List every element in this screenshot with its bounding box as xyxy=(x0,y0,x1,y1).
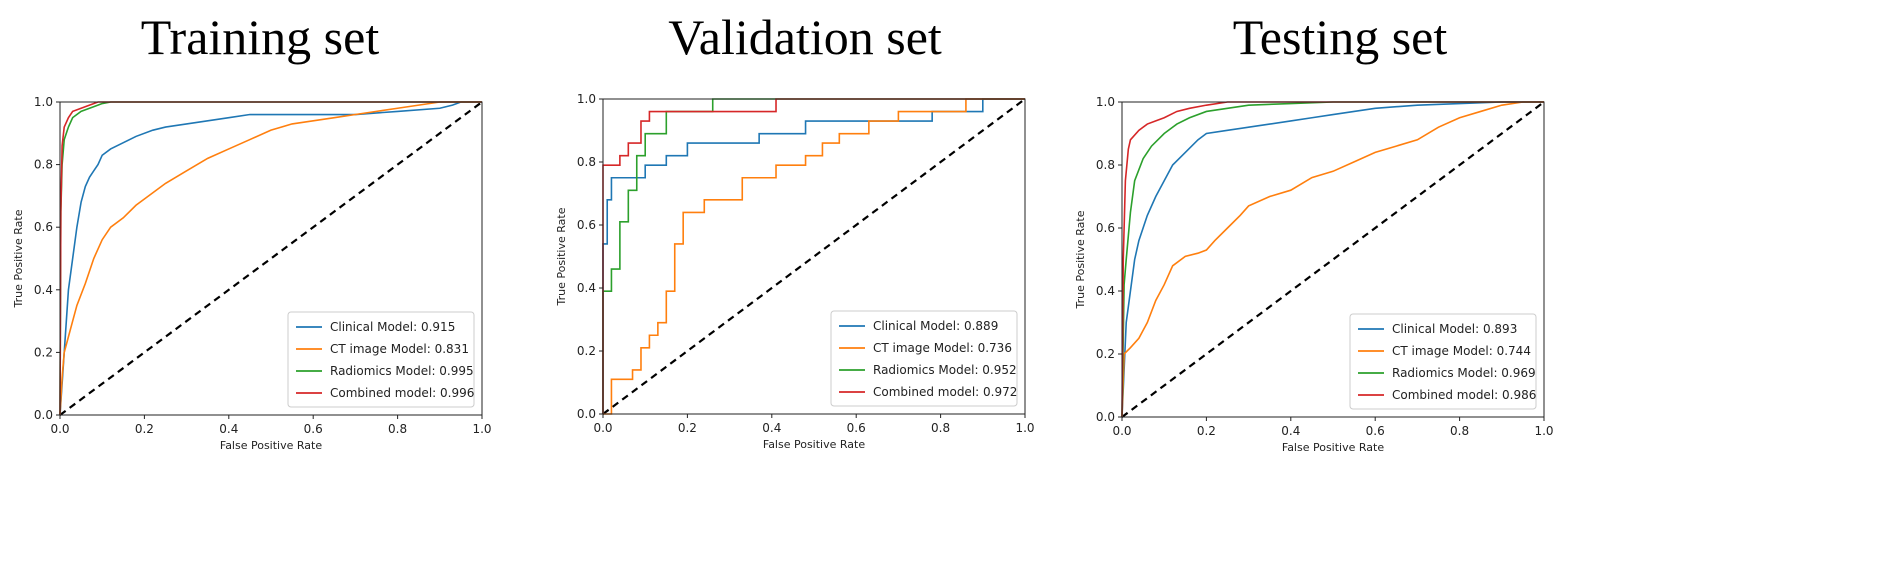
x-tick-label: 0.2 xyxy=(678,421,697,435)
y-axis-label: True Positive Rate xyxy=(12,209,25,308)
x-axis-label: False Positive Rate xyxy=(220,439,322,452)
training-set-title: Training set xyxy=(140,9,380,65)
y-axis-label: True Positive Rate xyxy=(555,207,568,306)
y-tick-label: 0.0 xyxy=(577,407,596,421)
plot-frame xyxy=(602,98,1026,415)
x-tick-label: 0.6 xyxy=(847,421,866,435)
legend-entry: Combined model: 0.996 xyxy=(330,386,474,400)
series-line-ct-image-model xyxy=(59,101,482,416)
y-tick-label: 0.8 xyxy=(1096,158,1115,172)
x-tick-label: 0.0 xyxy=(50,422,69,436)
y-tick-label: 0.6 xyxy=(577,218,596,232)
y-tick-label: 0.6 xyxy=(1096,221,1115,235)
legend-entry: Radiomics Model: 0.995 xyxy=(330,364,474,378)
series-line-clinical-model xyxy=(1121,101,1544,418)
y-axis-label: True Positive Rate xyxy=(1074,210,1087,309)
y-tick-label: 0.8 xyxy=(577,155,596,169)
legend-entry: Radiomics Model: 0.952 xyxy=(873,363,1017,377)
training-set-panel: Training set 0.0 0.0 0.2 0.2 0.4 0.4 0.6 0.6 0.8… xyxy=(0,0,520,566)
y-tick-label: 0.2 xyxy=(1096,347,1115,361)
training-set-roc-chart: 0.00.0 0.2 0.2 0.4 0.4 0.6 0.6 0.8 0.8 1.0 1.0 Fals… xyxy=(12,95,492,452)
chance-diagonal-line xyxy=(1121,101,1545,418)
x-tick-label: 0.4 xyxy=(762,421,781,435)
chance-diagonal-line xyxy=(602,98,1026,415)
legend-entry: CT image Model: 0.831 xyxy=(330,342,469,356)
x-tick-label: 1.0 xyxy=(1534,424,1553,438)
validation-set-roc-chart: 0.00.0 0.2 0.2 0.4 0.4 0.6 0.6 0.8 0.8 1.0 1.0 Fals… xyxy=(555,92,1035,451)
legend-entry: Clinical Model: 0.889 xyxy=(873,319,998,333)
x-axis-label: False Positive Rate xyxy=(1282,441,1384,454)
y-tick-label: 1.0 xyxy=(577,92,596,106)
y-tick-label: 0.2 xyxy=(577,344,596,358)
x-tick-label: 0.8 xyxy=(931,421,950,435)
legend-box xyxy=(287,311,475,408)
series-line-combined-model xyxy=(1121,101,1544,418)
x-tick-label: 0.4 xyxy=(219,422,238,436)
legend-entry: Clinical Model: 0.893 xyxy=(1392,322,1517,336)
legend-entry: Radiomics Model: 0.969 xyxy=(1392,366,1536,380)
legend-box xyxy=(1349,313,1537,410)
chance-diagonal-line xyxy=(59,101,483,416)
x-tick-label: 0.8 xyxy=(1450,424,1469,438)
series-line-ct-image-model xyxy=(603,98,1025,415)
y-tick-label: 1.0 xyxy=(1096,95,1115,109)
legend-entry: CT image Model: 0.744 xyxy=(1392,344,1531,358)
legend: Clinical Model: 0.893 CT image Model: 0.7… xyxy=(1349,313,1537,410)
x-tick-label: 0.6 xyxy=(304,422,323,436)
validation-set-title: Validation set xyxy=(668,9,942,65)
x-tick-label: 0.0 xyxy=(1112,424,1131,438)
y-tick-label: 0.4 xyxy=(577,281,596,295)
y-tick-label: 0.8 xyxy=(34,158,53,172)
x-tick-label: 0.2 xyxy=(135,422,154,436)
y-tick-label: 1.0 xyxy=(34,95,53,109)
legend-entry: Combined model: 0.972 xyxy=(873,385,1017,399)
testing-set-roc-chart: 0.00.0 0.2 0.2 0.4 0.4 0.6 0.6 0.8 0.8 1.0 1.0 Fals… xyxy=(1074,95,1554,454)
series-line-radiomics-model xyxy=(1121,101,1544,418)
x-tick-label: 0.0 xyxy=(593,421,612,435)
legend-box xyxy=(830,310,1018,407)
y-tick-label: 0.0 xyxy=(34,408,53,422)
testing-set-title: Testing set xyxy=(1232,9,1448,65)
y-tick-label: 0.0 xyxy=(1096,410,1115,424)
series-line-ct-image-model xyxy=(1121,101,1544,418)
series-line-combined-model xyxy=(59,101,482,416)
y-tick-label: 0.4 xyxy=(1096,284,1115,298)
validation-set-panel: Validation set 0.0 0.0 0.2 0.2 0.4 0.4 0.6 0.6 0… xyxy=(540,0,1070,566)
legend-entry: Combined model: 0.986 xyxy=(1392,388,1536,402)
x-tick-label: 0.4 xyxy=(1281,424,1300,438)
y-tick-label: 0.2 xyxy=(34,345,53,359)
legend-entry: CT image Model: 0.736 xyxy=(873,341,1012,355)
x-tick-label: 1.0 xyxy=(472,422,491,436)
legend: Clinical Model: 0.889 CT image Model: 0.7… xyxy=(830,310,1018,407)
series-line-combined-model xyxy=(602,98,1025,414)
y-tick-label: 0.4 xyxy=(34,283,53,297)
plot-frame xyxy=(59,101,483,416)
x-tick-label: 0.8 xyxy=(388,422,407,436)
x-axis-label: False Positive Rate xyxy=(763,438,865,451)
legend: Clinical Model: 0.915 CT image Model: 0.8… xyxy=(287,311,475,408)
y-tick-label: 0.6 xyxy=(34,220,53,234)
x-tick-label: 1.0 xyxy=(1015,421,1034,435)
x-tick-label: 0.2 xyxy=(1197,424,1216,438)
legend-entry: Clinical Model: 0.915 xyxy=(330,320,455,334)
testing-set-panel: Testing set 0.0 0.0 0.2 0.2 0.4 0.4 0.6 0.6 0.8 0… xyxy=(1074,0,1600,566)
x-tick-label: 0.6 xyxy=(1366,424,1385,438)
plot-frame xyxy=(1121,101,1545,418)
